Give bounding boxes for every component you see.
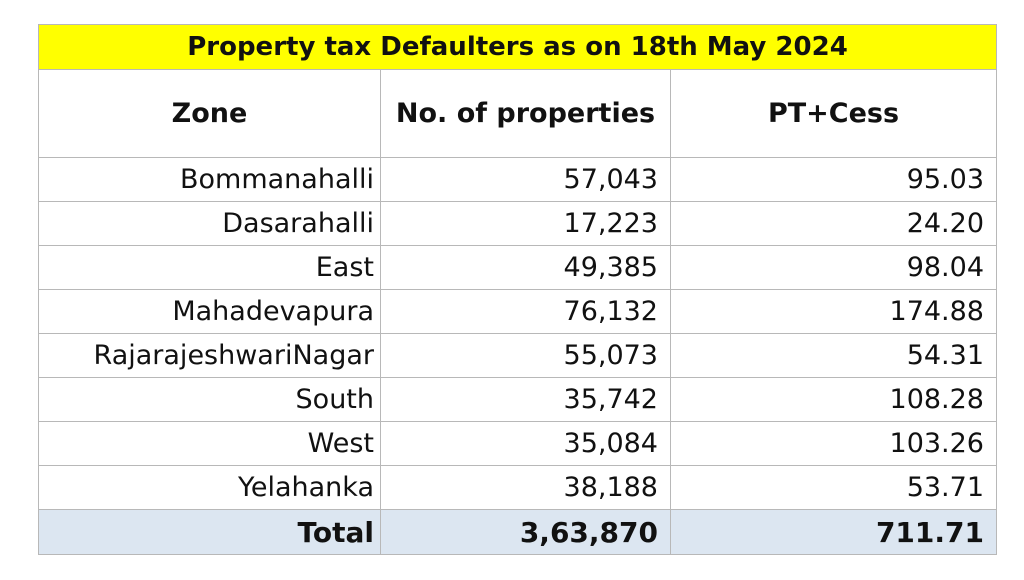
- table-row: Dasarahalli 17,223 24.20: [38, 201, 997, 246]
- table-row: Mahadevapura 76,132 174.88: [38, 289, 997, 334]
- properties-cell: 35,742: [380, 377, 671, 422]
- pt-cess-cell: 54.31: [670, 333, 997, 378]
- zone-cell: East: [38, 245, 381, 290]
- properties-cell: 55,073: [380, 333, 671, 378]
- zone-cell: South: [38, 377, 381, 422]
- zone-cell: Dasarahalli: [38, 201, 381, 246]
- properties-cell: 38,188: [380, 465, 671, 510]
- zone-cell: Yelahanka: [38, 465, 381, 510]
- pt-cess-cell: 103.26: [670, 421, 997, 466]
- column-header-pt-cess: PT+Cess: [670, 69, 997, 158]
- pt-cess-cell: 95.03: [670, 157, 997, 202]
- pt-cess-cell: 174.88: [670, 289, 997, 334]
- table-row: South 35,742 108.28: [38, 377, 997, 422]
- zone-cell: RajarajeshwariNagar: [38, 333, 381, 378]
- table-row: Yelahanka 38,188 53.71: [38, 465, 997, 510]
- properties-cell: 17,223: [380, 201, 671, 246]
- pt-cess-cell: 108.28: [670, 377, 997, 422]
- zone-cell: Mahadevapura: [38, 289, 381, 334]
- properties-cell: 76,132: [380, 289, 671, 334]
- header-row: Zone No. of properties PT+Cess: [38, 69, 997, 158]
- total-row: Total 3,63,870 711.71: [38, 509, 997, 555]
- table-row: Bommanahalli 57,043 95.03: [38, 157, 997, 202]
- total-properties: 3,63,870: [380, 509, 671, 555]
- properties-cell: 49,385: [380, 245, 671, 290]
- table-row: West 35,084 103.26: [38, 421, 997, 466]
- properties-cell: 35,084: [380, 421, 671, 466]
- zone-cell: West: [38, 421, 381, 466]
- total-pt-cess: 711.71: [670, 509, 997, 555]
- total-label: Total: [38, 509, 381, 555]
- pt-cess-cell: 24.20: [670, 201, 997, 246]
- table-title: Property tax Defaulters as on 18th May 2…: [38, 24, 997, 70]
- defaulters-table: Property tax Defaulters as on 18th May 2…: [38, 24, 997, 555]
- zone-cell: Bommanahalli: [38, 157, 381, 202]
- column-header-properties: No. of properties: [380, 69, 671, 158]
- column-header-zone: Zone: [38, 69, 381, 158]
- pt-cess-cell: 98.04: [670, 245, 997, 290]
- table-row: East 49,385 98.04: [38, 245, 997, 290]
- table-row: RajarajeshwariNagar 55,073 54.31: [38, 333, 997, 378]
- properties-cell: 57,043: [380, 157, 671, 202]
- pt-cess-cell: 53.71: [670, 465, 997, 510]
